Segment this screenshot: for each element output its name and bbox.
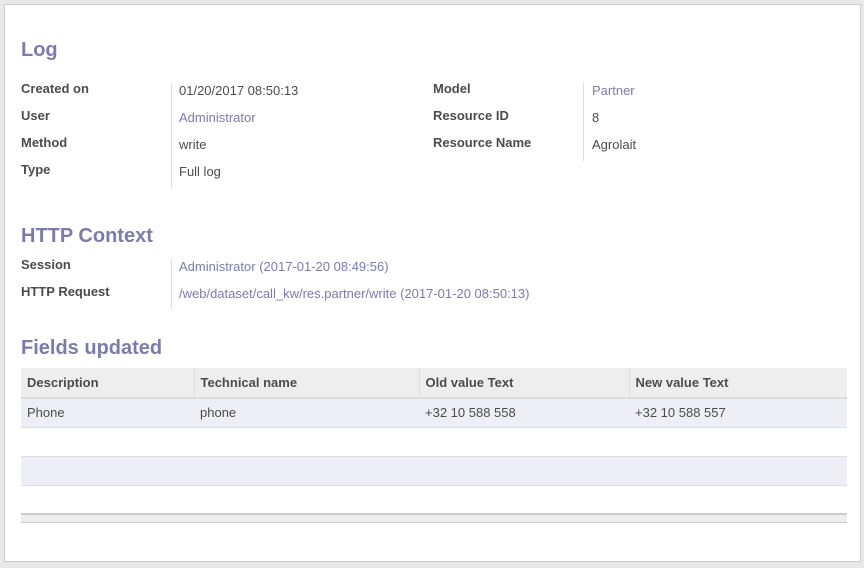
table-footer xyxy=(21,513,847,523)
http-request-link[interactable]: /web/dataset/call_kw/res.partner/write (… xyxy=(179,286,530,301)
column-header-technical-name[interactable]: Technical name xyxy=(193,368,419,399)
empty-row xyxy=(21,427,847,457)
label-session: Session xyxy=(21,257,71,272)
user-link[interactable]: Administrator xyxy=(179,110,256,125)
session-link[interactable]: Administrator (2017-01-20 08:49:56) xyxy=(179,259,389,274)
label-created-on: Created on xyxy=(21,81,89,96)
label-type: Type xyxy=(21,162,51,177)
column-header-new-value[interactable]: New value Text xyxy=(628,368,847,399)
label-http-request: HTTP Request xyxy=(21,284,110,299)
form-sheet: Log Created on User Method Type 01/20/20… xyxy=(4,4,861,562)
fields-table: Description Technical name Old value Tex… xyxy=(21,368,847,523)
resource-id-value: 8 xyxy=(592,110,600,125)
label-model: Model xyxy=(433,81,471,96)
divider xyxy=(583,83,584,161)
label-resource-id: Resource ID xyxy=(433,108,509,123)
label-resource-name: Resource Name xyxy=(433,135,532,150)
model-link[interactable]: Partner xyxy=(592,83,635,98)
divider xyxy=(171,83,172,189)
created-on-value: 01/20/2017 08:50:13 xyxy=(179,83,299,98)
label-method: Method xyxy=(21,135,68,150)
resource-name-value: Agrolait xyxy=(592,137,637,152)
column-header-description[interactable]: Description xyxy=(21,368,194,399)
cell-technical-name: phone xyxy=(194,398,419,428)
cell-description: Phone xyxy=(21,398,194,428)
empty-row xyxy=(21,456,847,486)
column-header-old-value[interactable]: Old value Text xyxy=(418,368,629,399)
log-title: Log xyxy=(21,39,58,61)
table-row[interactable]: Phone phone +32 10 588 558 +32 10 588 55… xyxy=(21,398,847,428)
http-context-title: HTTP Context xyxy=(21,225,153,247)
label-user: User xyxy=(21,108,50,123)
empty-row xyxy=(21,485,847,515)
cell-old-value: +32 10 588 558 xyxy=(419,398,629,428)
type-value: Full log xyxy=(179,164,221,179)
fields-updated-title: Fields updated xyxy=(21,337,163,359)
method-value: write xyxy=(179,137,207,152)
cell-new-value: +32 10 588 557 xyxy=(629,398,847,428)
divider xyxy=(171,258,172,310)
